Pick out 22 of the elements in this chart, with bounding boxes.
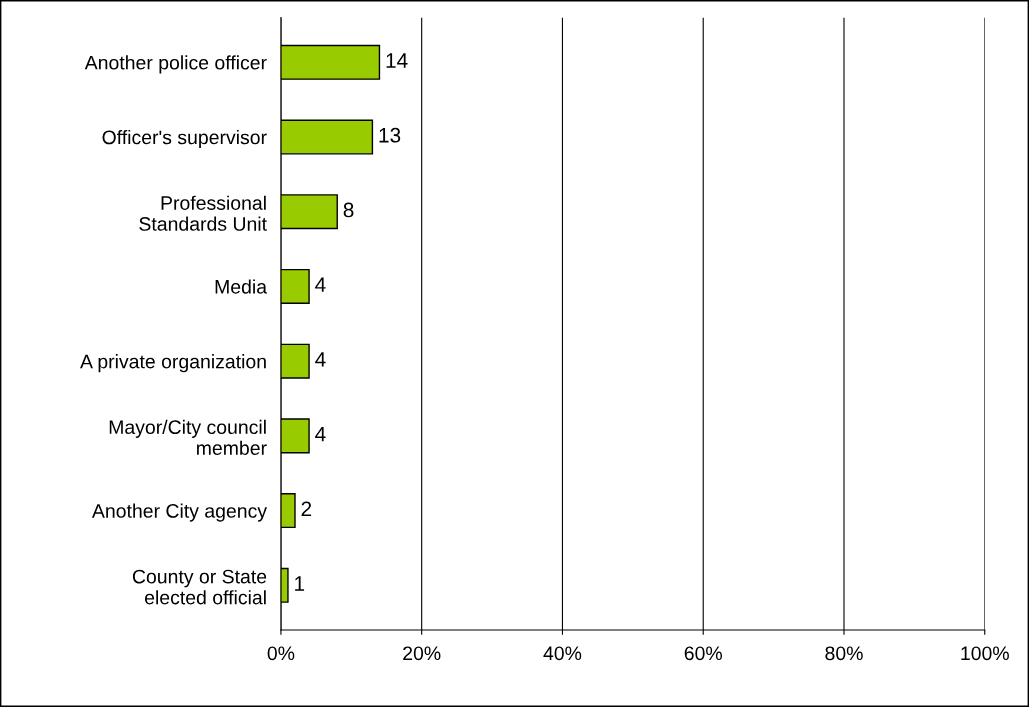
x-tick-label: 20% [403, 646, 441, 661]
x-tick-label: 60% [684, 646, 722, 661]
y-tick-label: Media [215, 279, 268, 294]
x-tick-label: 100% [961, 646, 1009, 661]
y-tick-label: Officer's supervisor [102, 129, 267, 149]
x-tick-label: 0% [267, 646, 295, 661]
x-tick-label: 80% [825, 646, 863, 661]
y-tick-label: Professional Standards Unit [139, 195, 267, 231]
data-label: 2 [301, 501, 312, 516]
y-tick-label: Mayor/City council member [109, 419, 267, 455]
x-tick-label: 40% [543, 646, 582, 661]
y-tick-label: Another City agency [91, 503, 267, 522]
data-label: 4 [315, 277, 326, 292]
y-tick-label: A private organization [80, 354, 266, 373]
data-label: 13 [379, 127, 401, 143]
data-label: 14 [386, 53, 408, 68]
data-label: 8 [343, 202, 354, 218]
y-tick-label: County or State elected official [132, 569, 267, 605]
data-label: 1 [295, 576, 305, 591]
data-label: 4 [315, 426, 326, 442]
data-label: 4 [315, 352, 326, 367]
y-tick-label: Another police officer [84, 55, 267, 74]
